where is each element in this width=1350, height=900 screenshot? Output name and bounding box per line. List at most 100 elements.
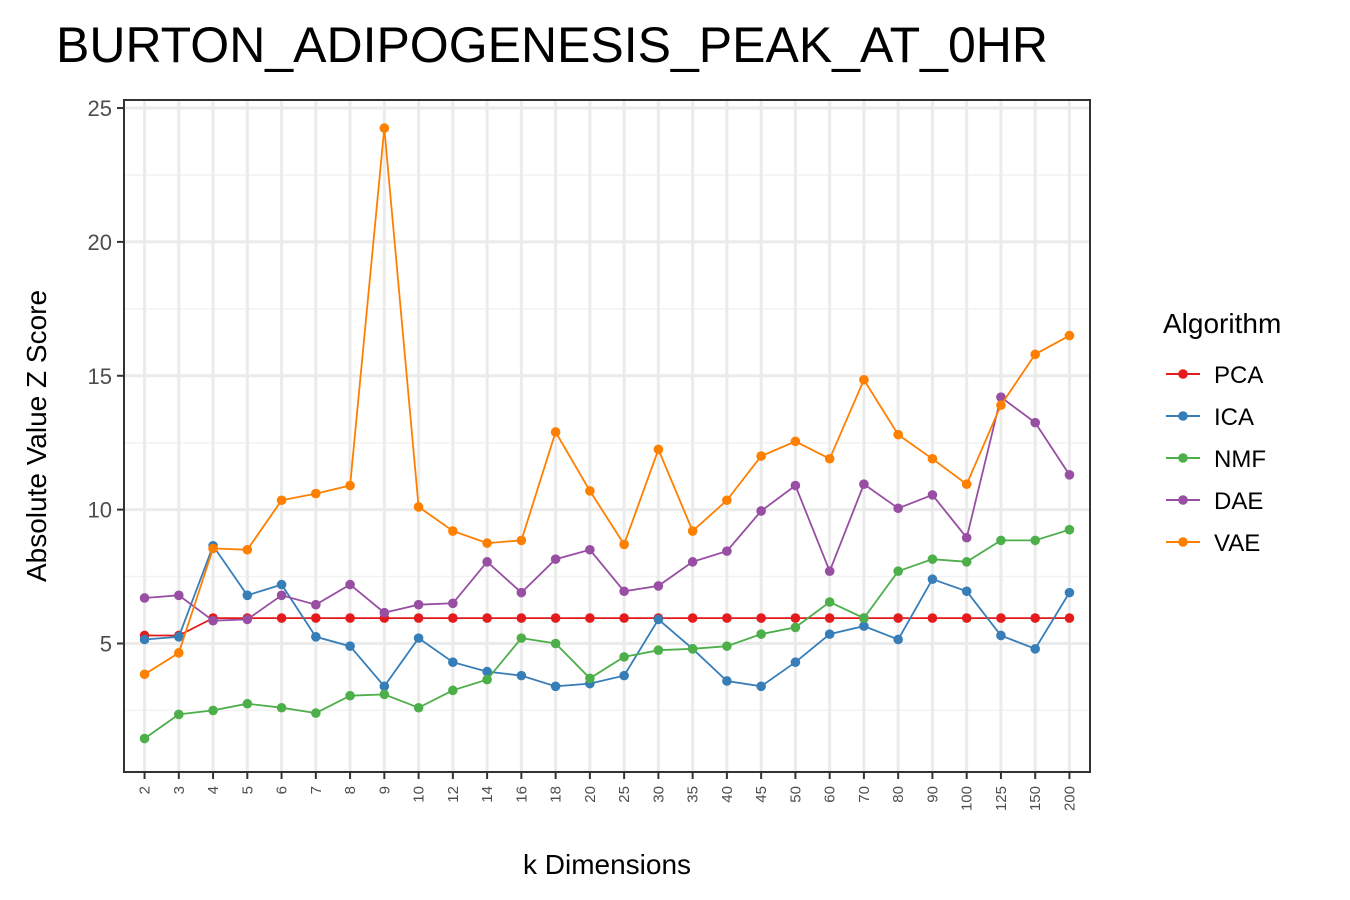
data-point-dae (139, 593, 150, 603)
x-tick-label: 18 (548, 786, 565, 803)
data-point-vae (824, 453, 835, 464)
legend-key-ica (1166, 411, 1200, 421)
y-tick-label: 15 (88, 364, 112, 389)
data-point-dae (208, 615, 218, 626)
series-layer (139, 123, 1075, 744)
legend-label-vae: VAE (1214, 530, 1260, 557)
data-point-vae (687, 526, 698, 536)
data-point-dae (516, 587, 527, 598)
x-tick-label: 12 (445, 786, 462, 803)
legend-label-ica: ICA (1214, 404, 1254, 431)
data-point-ica (139, 634, 150, 645)
data-point-ica (516, 670, 527, 681)
y-tick-label: 10 (88, 498, 112, 523)
x-tick-label: 2 (137, 786, 154, 794)
x-tick-label: 100 (959, 786, 976, 811)
series-nmf (139, 524, 1075, 744)
data-point-dae (1064, 470, 1075, 480)
legend-key-point (1178, 495, 1188, 505)
data-point-nmf (516, 633, 527, 643)
data-point-pca (585, 613, 595, 623)
data-point-vae (961, 479, 972, 489)
legend-label-pca: PCA (1214, 362, 1263, 389)
data-point-vae (413, 502, 424, 512)
x-tick-label: 125 (993, 786, 1010, 811)
data-point-nmf (482, 674, 492, 685)
data-point-ica (345, 641, 355, 651)
data-point-vae (790, 436, 801, 447)
data-point-ica (413, 633, 424, 643)
data-point-pca (687, 613, 698, 623)
data-point-nmf (756, 629, 766, 639)
x-tick-label: 8 (342, 786, 359, 794)
data-point-vae (859, 374, 869, 385)
data-point-dae (1030, 417, 1040, 428)
x-tick-label: 40 (719, 786, 736, 803)
data-point-nmf (619, 652, 629, 662)
data-point-ica (859, 621, 869, 631)
data-point-nmf (961, 557, 972, 567)
data-point-pca (448, 613, 458, 623)
data-point-ica (756, 681, 766, 692)
data-point-nmf (1030, 535, 1040, 546)
data-point-nmf (242, 698, 253, 709)
legend-key-nmf (1166, 453, 1200, 463)
data-point-ica (653, 614, 664, 625)
data-point-dae (996, 392, 1006, 402)
data-point-nmf (687, 644, 698, 654)
data-point-vae (276, 495, 287, 506)
data-point-ica (482, 666, 492, 677)
legend-key-point (1178, 369, 1188, 379)
data-point-ica (1030, 644, 1040, 654)
gridlines (124, 100, 1090, 772)
legend-key-point (1178, 411, 1188, 421)
data-point-dae (585, 544, 595, 555)
x-tick-label: 150 (1027, 786, 1044, 811)
legend-key-point (1178, 537, 1188, 547)
data-point-nmf (722, 641, 732, 651)
x-tick-label: 20 (582, 786, 599, 803)
data-point-nmf (448, 685, 458, 696)
data-point-vae (242, 544, 253, 555)
series-line-ica (144, 543, 1071, 688)
x-tick-label: 80 (890, 786, 907, 803)
data-point-pca (516, 613, 527, 623)
data-point-pca (619, 613, 629, 623)
data-point-vae (482, 538, 492, 548)
data-point-pca (276, 613, 287, 623)
data-point-dae (927, 490, 938, 500)
data-point-dae (311, 599, 321, 610)
x-tick-label: 5 (239, 786, 256, 794)
data-point-dae (756, 506, 766, 516)
data-point-dae (687, 557, 698, 567)
data-point-dae (242, 614, 253, 625)
series-dae (139, 392, 1075, 626)
data-point-ica (722, 676, 732, 686)
data-point-nmf (1064, 524, 1075, 535)
x-tick-label: 6 (274, 786, 291, 794)
data-point-ica (276, 579, 287, 590)
x-tick-label: 14 (479, 786, 496, 803)
data-point-vae (139, 669, 150, 680)
x-tick-label: 3 (171, 786, 188, 794)
series-vae (139, 123, 1075, 680)
data-point-pca (1064, 613, 1075, 623)
x-tick-label: 25 (616, 786, 633, 803)
data-point-pca (311, 613, 321, 623)
x-tick-label: 70 (856, 786, 873, 803)
series-line-vae (144, 128, 1070, 676)
data-point-ica (893, 634, 903, 645)
data-point-vae (722, 495, 732, 506)
data-point-nmf (859, 613, 869, 623)
data-point-dae (790, 480, 801, 491)
data-point-vae (619, 539, 629, 550)
legend: Algorithm PCA ICA NMF DAE VAE (1163, 308, 1281, 557)
legend-key-dae (1166, 495, 1200, 505)
data-point-ica (790, 657, 801, 668)
data-point-dae (653, 581, 664, 591)
legend-key-pca (1166, 369, 1200, 379)
series-line-pca (144, 617, 1070, 637)
data-point-vae (927, 453, 938, 464)
y-tick-label: 20 (88, 230, 112, 255)
